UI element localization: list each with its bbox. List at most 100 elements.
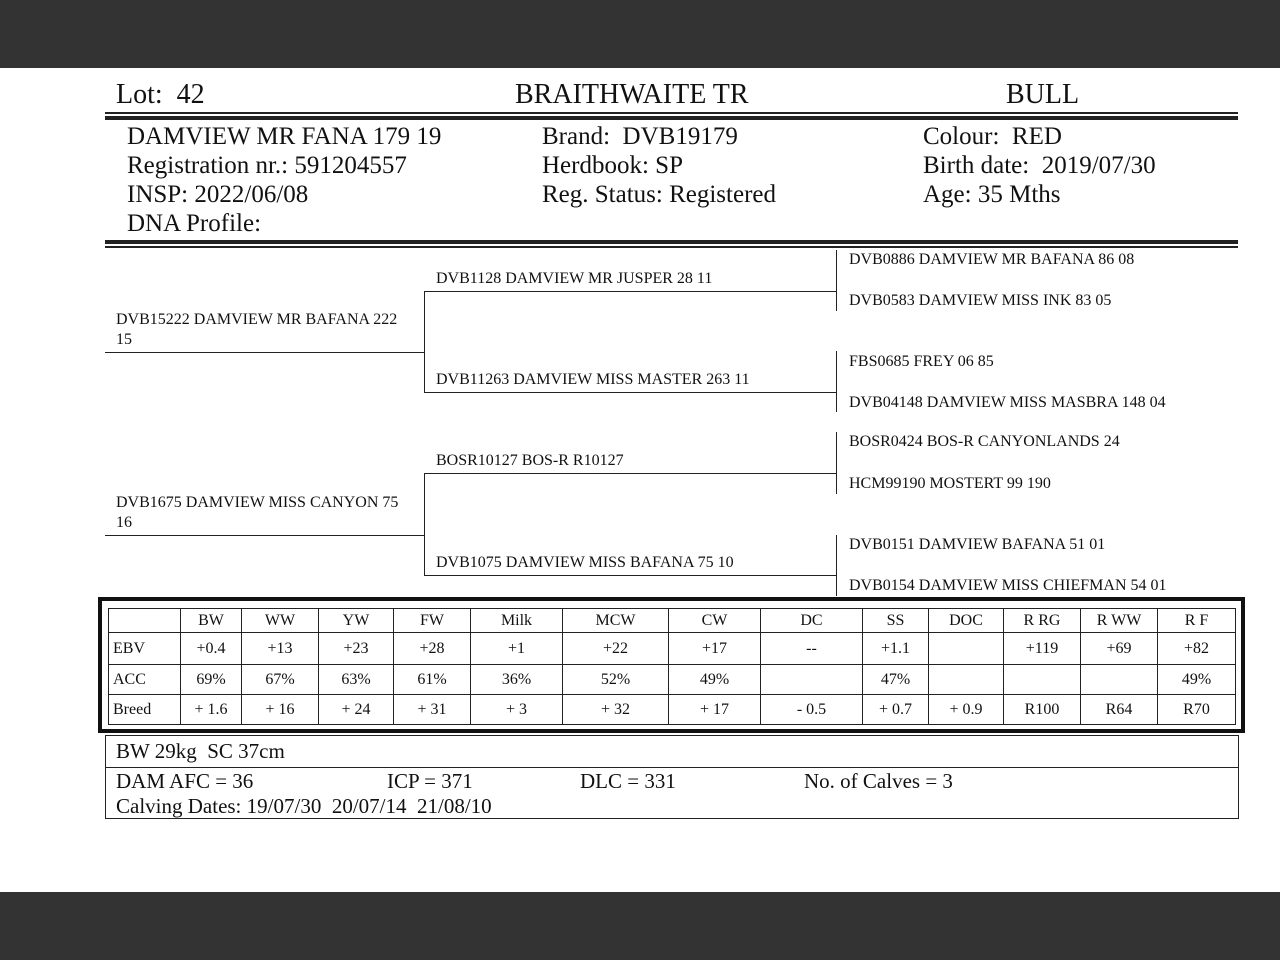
table-cell <box>108 608 181 633</box>
bottom-bar <box>0 892 1280 960</box>
dna: DNA Profile: <box>127 210 262 237</box>
table-cell: +119 <box>1003 632 1081 665</box>
rule <box>105 116 1238 120</box>
column-header: SS <box>862 608 929 633</box>
table-cell: +0.4 <box>180 632 242 665</box>
table-cell: + 32 <box>562 694 669 725</box>
column-header: YW <box>318 608 394 633</box>
table-cell: - 0.5 <box>760 694 863 725</box>
table-cell: 36% <box>470 664 563 695</box>
pedigree-line <box>424 291 425 392</box>
pedigree-gen3: DVB0583 DAMVIEW MISS INK 83 05 <box>849 292 1112 309</box>
column-header: BW <box>180 608 242 633</box>
pedigree-line <box>424 575 836 576</box>
pedigree-line <box>105 352 424 353</box>
table-cell: 49% <box>668 664 761 695</box>
pedigree-gen3: DVB0154 DAMVIEW MISS CHIEFMAN 54 01 <box>849 577 1167 594</box>
pedigree-line <box>836 250 837 311</box>
column-header: MCW <box>562 608 669 633</box>
column-header: WW <box>241 608 319 633</box>
table-cell <box>928 632 1004 665</box>
table-cell: + 17 <box>668 694 761 725</box>
column-header: R F <box>1157 608 1236 633</box>
pedigree-line <box>424 473 425 575</box>
pedigree-gen3: BOSR0424 BOS-R CANYONLANDS 24 <box>849 433 1120 450</box>
pedigree-gen2: DVB1128 DAMVIEW MR JUSPER 28 11 <box>436 270 713 287</box>
table-cell: + 16 <box>241 694 319 725</box>
table-cell: + 1.6 <box>180 694 242 725</box>
table-cell: 69% <box>180 664 242 695</box>
pedigree-line <box>836 351 837 412</box>
sex: BULL <box>1006 79 1080 110</box>
table-cell: R64 <box>1080 694 1158 725</box>
row-label: ACC <box>108 664 181 695</box>
column-header: R WW <box>1080 608 1158 633</box>
pedigree-line <box>424 473 836 474</box>
table-cell: 47% <box>862 664 929 695</box>
pedigree-gen3: FBS0685 FREY 06 85 <box>849 353 994 370</box>
ebv-table: BW WW YW FW Milk MCW CW DC SS DOC R RG R WW R F EBV +0… <box>108 608 1236 725</box>
table-row: EBV +0.4 +13 +23 +28 +1 +22 +17 -- +1.1 +119 +69 +82 <box>108 632 1236 665</box>
table-cell: R70 <box>1157 694 1236 725</box>
dam-afc: DAM AFC = 36 <box>116 769 254 793</box>
pedigree-gen2: DVB11263 DAMVIEW MISS MASTER 263 11 <box>436 371 750 388</box>
table-cell: + 3 <box>470 694 563 725</box>
table-row: ACC 69% 67% 63% 61% 36% 52% 49% 47% 49% <box>108 664 1236 695</box>
pedigree-line <box>424 291 836 292</box>
pedigree-gen3: DVB04148 DAMVIEW MISS MASBRA 148 04 <box>849 394 1166 411</box>
registration: Registration nr.: 591204557 <box>127 152 407 179</box>
table-cell: + 0.7 <box>862 694 929 725</box>
table-row: Breed + 1.6 + 16 + 24 + 31 + 3 + 32 + 17- 0.5 + … <box>108 694 1236 725</box>
table-cell: 67% <box>241 664 319 695</box>
table-cell <box>928 664 1004 695</box>
calves: No. of Calves = 3 <box>804 769 953 793</box>
row-label: EBV <box>108 632 181 665</box>
pedigree-line <box>424 392 836 393</box>
column-header: R RG <box>1003 608 1081 633</box>
animal-name: DAMVIEW MR FANA 179 19 <box>127 123 442 150</box>
table-cell: +13 <box>241 632 319 665</box>
footer-box <box>105 735 1239 819</box>
pedigree-gen1: DVB15222 DAMVIEW MR BAFANA 222 15 <box>116 311 398 348</box>
colour: Colour: RED <box>923 123 1062 150</box>
insp: INSP: 2022/06/08 <box>127 181 309 208</box>
measures: BW 29kg SC 37cm <box>116 739 285 763</box>
pedigree-gen3: DVB0151 DAMVIEW BAFANA 51 01 <box>849 536 1106 553</box>
table-cell: +23 <box>318 632 394 665</box>
reg-status: Reg. Status: Registered <box>542 181 776 208</box>
table-cell: +1.1 <box>862 632 929 665</box>
table-header-row: BW WW YW FW Milk MCW CW DC SS DOC R RG R WW R F <box>108 608 1236 633</box>
table-cell: +1 <box>470 632 563 665</box>
table-cell: +82 <box>1157 632 1236 665</box>
table-cell: +17 <box>668 632 761 665</box>
age: Age: 35 Mths <box>923 181 1061 208</box>
table-cell: + 24 <box>318 694 394 725</box>
table-cell: 49% <box>1157 664 1236 695</box>
table-cell: -- <box>760 632 863 665</box>
calving-dates: Calving Dates: 19/07/30 20/07/14 21/08/1… <box>116 794 492 818</box>
table-cell: + 31 <box>393 694 471 725</box>
table-cell <box>760 664 863 695</box>
table-cell: +28 <box>393 632 471 665</box>
lot: Lot: 42 <box>116 79 205 110</box>
pedigree-gen1: DVB1675 DAMVIEW MISS CANYON 75 16 <box>116 494 399 531</box>
top-bar <box>0 0 1280 68</box>
table-cell: 61% <box>393 664 471 695</box>
pedigree-line <box>836 535 837 596</box>
table-cell: 63% <box>318 664 394 695</box>
breeder: BRAITHWAITE TR <box>515 79 749 110</box>
birth-date: Birth date: 2019/07/30 <box>923 152 1156 179</box>
pedigree-line <box>836 432 837 494</box>
dlc: DLC = 331 <box>580 769 676 793</box>
column-header: Milk <box>470 608 563 633</box>
table-cell <box>1003 664 1081 695</box>
herdbook: Herdbook: SP <box>542 152 683 179</box>
row-label: Breed <box>108 694 181 725</box>
rule <box>105 767 1238 768</box>
pedigree-line <box>105 535 424 536</box>
rule <box>105 112 1238 114</box>
table-cell: +22 <box>562 632 669 665</box>
column-header: DC <box>760 608 863 633</box>
column-header: CW <box>668 608 761 633</box>
